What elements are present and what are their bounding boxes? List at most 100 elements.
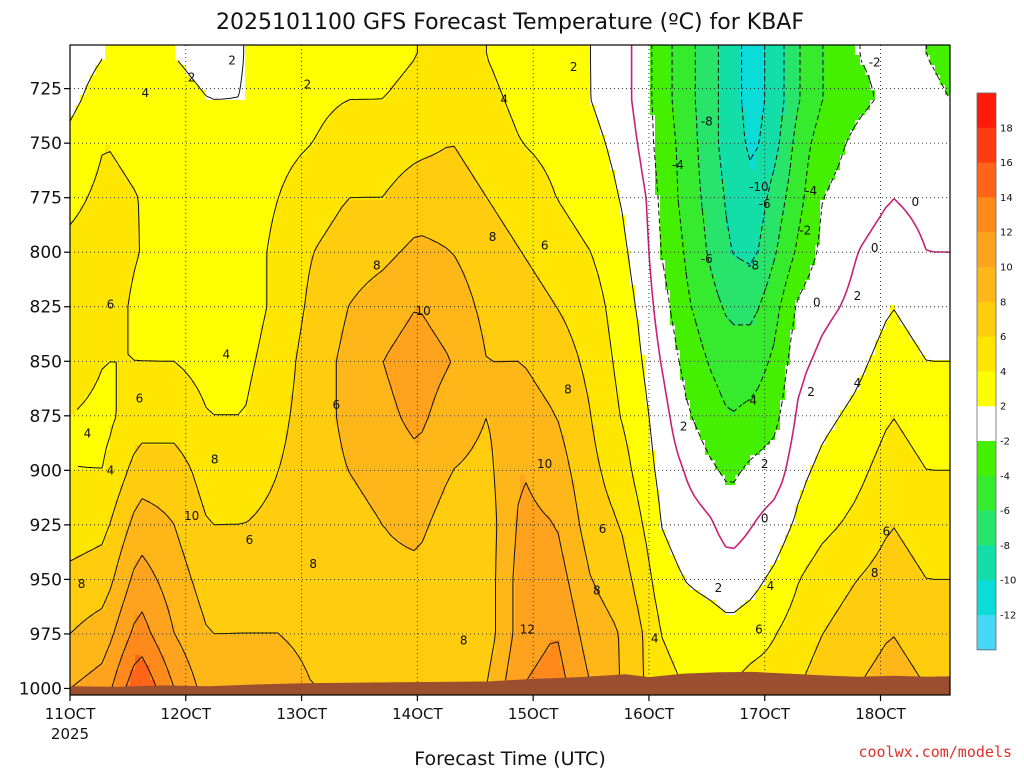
field-cell (255, 440, 261, 446)
field-cell (80, 380, 86, 386)
field-cell (245, 275, 251, 281)
field-cell (100, 675, 106, 681)
field-cell (115, 425, 121, 431)
field-cell (90, 655, 96, 661)
field-cell (75, 315, 81, 321)
field-cell (95, 525, 101, 531)
field-cell (195, 160, 201, 166)
field-cell (125, 630, 131, 636)
field-cell (165, 230, 171, 236)
field-cell (80, 550, 86, 556)
field-cell (120, 590, 126, 596)
field-cell (170, 600, 176, 606)
field-cell (70, 645, 76, 651)
field-cell (210, 600, 216, 606)
field-cell (110, 490, 116, 496)
field-cell (215, 540, 221, 546)
field-cell (125, 675, 131, 681)
field-cell (125, 250, 131, 256)
field-cell (240, 120, 246, 126)
field-cell (210, 90, 216, 96)
field-cell (90, 70, 96, 76)
field-cell (180, 265, 186, 271)
field-cell (210, 595, 216, 601)
field-cell (190, 135, 196, 141)
field-cell (255, 105, 261, 111)
field-cell (150, 660, 156, 666)
field-cell (190, 530, 196, 536)
field-cell (95, 220, 101, 226)
field-cell (165, 425, 171, 431)
field-cell (165, 255, 171, 261)
field-cell (95, 75, 101, 81)
field-cell (235, 370, 241, 376)
field-cell (170, 545, 176, 551)
field-cell (240, 50, 246, 56)
field-cell (75, 530, 81, 536)
field-cell (150, 615, 156, 621)
field-cell (165, 210, 171, 216)
field-cell (235, 55, 241, 61)
field-cell (230, 420, 236, 426)
field-cell (220, 230, 226, 236)
field-cell (185, 430, 191, 436)
field-cell (120, 595, 126, 601)
field-cell (210, 185, 216, 191)
field-cell (115, 670, 121, 676)
field-cell (220, 360, 226, 366)
field-cell (190, 540, 196, 546)
field-cell (245, 390, 251, 396)
field-cell (80, 275, 86, 281)
field-cell (205, 310, 211, 316)
field-cell (240, 245, 246, 251)
field-cell (220, 385, 226, 391)
field-cell (190, 160, 196, 166)
field-cell (180, 680, 186, 686)
field-cell (250, 505, 256, 511)
field-cell (220, 555, 226, 561)
field-cell (105, 220, 111, 226)
field-cell (85, 105, 91, 111)
field-cell (175, 435, 181, 441)
field-cell (75, 480, 81, 486)
field-cell (235, 645, 241, 651)
field-cell (70, 575, 76, 581)
field-cell (125, 515, 131, 521)
field-cell (80, 520, 86, 526)
field-cell (110, 470, 116, 476)
field-cell (255, 205, 261, 211)
field-cell (85, 125, 91, 131)
field-cell (225, 520, 231, 526)
field-cell (75, 85, 81, 91)
field-cell (255, 625, 261, 631)
field-cell (245, 450, 251, 456)
field-cell (160, 575, 166, 581)
field-cell (225, 615, 231, 621)
field-cell (110, 285, 116, 291)
field-cell (245, 95, 251, 101)
field-cell (255, 350, 261, 356)
field-cell (200, 240, 206, 246)
field-cell (150, 530, 156, 536)
field-cell (215, 245, 221, 251)
field-cell (130, 270, 136, 276)
field-cell (200, 45, 206, 51)
field-cell (130, 490, 136, 496)
field-cell (205, 255, 211, 261)
field-cell (230, 110, 236, 116)
field-cell (165, 120, 171, 126)
field-cell (140, 105, 146, 111)
field-cell (215, 160, 221, 166)
field-cell (225, 530, 231, 536)
field-cell (240, 560, 246, 566)
field-cell (90, 330, 96, 336)
field-cell (90, 165, 96, 171)
field-cell (230, 300, 236, 306)
field-cell (125, 200, 131, 206)
field-cell (195, 550, 201, 556)
field-cell (115, 590, 121, 596)
field-cell (90, 480, 96, 486)
field-cell (180, 355, 186, 361)
field-cell (150, 165, 156, 171)
field-cell (100, 50, 106, 56)
